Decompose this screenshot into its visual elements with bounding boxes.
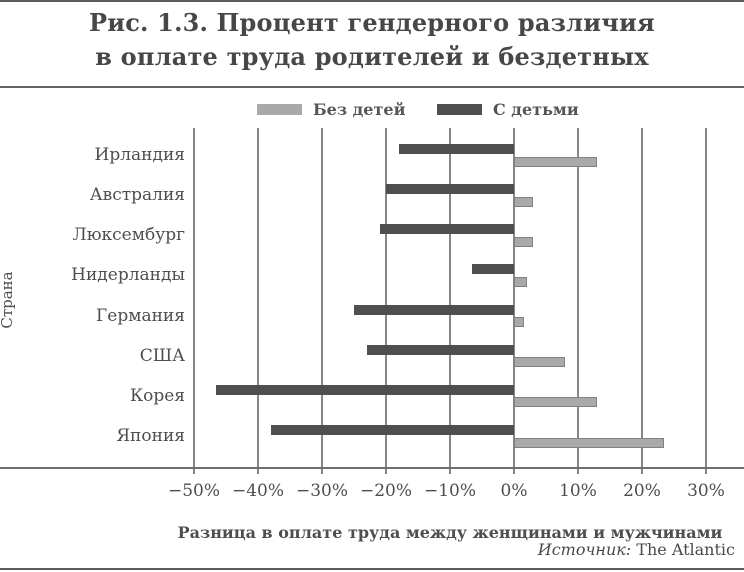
figure-title: Рис. 1.3. Процент гендерного различия в …	[0, 6, 744, 74]
legend-item-with-children: С детьми	[437, 99, 579, 119]
bar-with-children-7	[270, 425, 514, 436]
bar-childless-5	[514, 357, 566, 368]
legend-swatch-with-children	[437, 103, 482, 115]
bar-with-children-6	[216, 384, 514, 395]
x-tick-label: −20%	[359, 481, 413, 501]
source-value: The Atlantic	[631, 540, 735, 559]
legend-swatch-childless	[257, 103, 302, 115]
source-prefix: Источник:	[537, 540, 632, 559]
category-label: Австралия	[89, 185, 185, 206]
x-tick-label: −40%	[231, 481, 285, 501]
legend-item-childless: Без детей	[257, 99, 405, 119]
bar-with-children-1	[386, 184, 514, 195]
gridline--50	[193, 128, 195, 474]
x-axis-line	[0, 467, 744, 469]
legend-label-childless: Без детей	[313, 99, 406, 119]
category-label: США	[139, 345, 185, 366]
bar-with-children-0	[398, 144, 514, 154]
gridline--40	[257, 128, 259, 474]
gridline--20	[385, 128, 387, 474]
category-label: Люксембург	[72, 225, 185, 246]
x-tick-label: 0%	[500, 481, 528, 501]
figure-title-line2: в оплате труда родителей и бездетных	[95, 42, 649, 71]
bar-with-children-5	[366, 344, 514, 355]
gridline--30	[321, 128, 323, 474]
bar-childless-4	[514, 317, 524, 328]
bar-with-children-3	[472, 264, 514, 275]
category-label: Корея	[129, 385, 185, 406]
gridline--10	[449, 128, 451, 474]
gridline-30	[705, 128, 707, 474]
x-tick-label: 20%	[623, 481, 661, 501]
category-label: Япония	[116, 426, 185, 447]
top-rule	[0, 0, 744, 2]
bar-childless-3	[514, 276, 527, 287]
bar-childless-2	[514, 236, 534, 247]
gridline-0	[513, 128, 515, 474]
category-label: Нидерланды	[71, 265, 185, 286]
bar-with-children-2	[379, 224, 514, 235]
category-label: Германия	[96, 305, 185, 326]
bar-childless-6	[514, 397, 598, 408]
bar-childless-1	[514, 196, 534, 207]
y-axis-title: Страна	[0, 271, 16, 329]
bottom-rule	[0, 568, 744, 570]
legend: Без детей С детьми	[0, 99, 744, 119]
figure-title-line1: Рис. 1.3. Процент гендерного различия	[89, 8, 655, 37]
x-tick-label: −30%	[295, 481, 349, 501]
bar-childless-7	[514, 437, 665, 448]
gridline-10	[577, 128, 579, 474]
bar-childless-0	[514, 156, 598, 167]
title-separator-rule	[0, 86, 744, 88]
x-tick-label: 10%	[559, 481, 597, 501]
bar-with-children-4	[354, 304, 514, 315]
legend-label-with-children: С детьми	[493, 99, 579, 119]
source-note: Источник: The Atlantic	[538, 540, 735, 559]
category-label: Ирландия	[94, 145, 186, 165]
x-tick-label: −10%	[423, 481, 477, 501]
x-tick-label: 30%	[687, 481, 725, 501]
x-tick-label: −50%	[167, 481, 221, 501]
gridline-20	[641, 128, 643, 474]
